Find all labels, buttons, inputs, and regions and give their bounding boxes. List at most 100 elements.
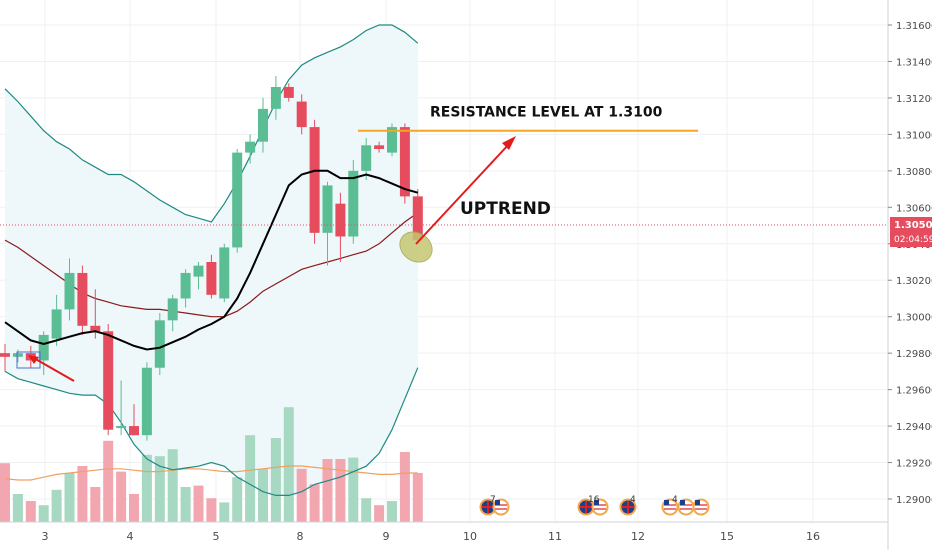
uptrend-label: UPTREND (460, 199, 551, 219)
time-tick-label: 12 (631, 530, 645, 543)
price-tick-label: 1.31000 (896, 130, 932, 141)
bollinger-lower-line (4, 367, 419, 496)
candle-body[interactable] (322, 185, 333, 233)
volume-bar[interactable] (270, 438, 281, 522)
candle-body[interactable] (374, 145, 385, 149)
candle-body[interactable] (270, 86, 281, 109)
time-tick-label: 8 (297, 530, 304, 543)
candle-body[interactable] (154, 320, 165, 368)
volume-bar[interactable] (387, 501, 397, 522)
candle-body[interactable] (103, 331, 114, 430)
candle-body[interactable] (361, 145, 372, 171)
candle-body[interactable] (399, 127, 410, 197)
volume-bar[interactable] (361, 498, 372, 522)
volume-bar[interactable] (258, 468, 268, 522)
volume-bar[interactable] (296, 468, 307, 522)
candle-body[interactable] (51, 309, 62, 339)
candle-body[interactable] (335, 203, 346, 237)
time-tick-label: 3 (42, 530, 49, 543)
time-tick-label: 10 (463, 530, 477, 543)
volume-bar[interactable] (38, 505, 49, 522)
candle-body[interactable] (348, 170, 359, 237)
candle-body[interactable] (296, 101, 307, 128)
volume-bar[interactable] (77, 466, 88, 522)
candle-body[interactable] (180, 272, 191, 299)
price-tick-label: 1.31600 (896, 21, 932, 32)
volume-bar[interactable] (245, 435, 256, 522)
volume-bar[interactable] (51, 489, 62, 522)
volume-bar[interactable] (374, 505, 385, 522)
time-axis: 3 4 5 8 9 10 11 12 15 16 (42, 530, 821, 543)
volume-bar[interactable] (12, 494, 23, 522)
candle-body[interactable] (141, 367, 152, 436)
candle-body[interactable] (387, 127, 397, 153)
candle-body[interactable] (64, 272, 75, 310)
event-markers: 7 16 4 4 (479, 495, 710, 516)
candles (0, 76, 423, 441)
countdown-timer: 02:04:59 (894, 235, 932, 245)
us-flag-canton (680, 500, 685, 505)
event-count-label: 4 (630, 495, 636, 505)
event-count-label: 16 (588, 495, 600, 505)
volume-bar[interactable] (129, 494, 139, 522)
uptrend-arrow-head (502, 136, 516, 150)
time-tick-label: 5 (213, 530, 220, 543)
candle-body[interactable] (116, 426, 127, 429)
volume-bar[interactable] (219, 502, 230, 522)
volume-bar[interactable] (0, 463, 10, 522)
volume-bar[interactable] (309, 484, 320, 522)
price-tick-label: 1.30800 (896, 167, 932, 178)
us-flag-canton (594, 500, 599, 505)
us-flag-canton (495, 500, 500, 505)
volume-bar[interactable] (141, 454, 152, 522)
volume-ma-line (4, 465, 418, 481)
candle-body[interactable] (77, 272, 88, 326)
event-count-label: 7 (490, 495, 496, 505)
candle-body[interactable] (38, 334, 49, 361)
volume-bar[interactable] (412, 473, 423, 522)
volume-bar[interactable] (154, 456, 165, 522)
volume-bar[interactable] (90, 487, 101, 522)
price-tick-label: 1.30600 (896, 203, 932, 214)
volume-bar[interactable] (167, 449, 178, 522)
time-tick-label: 4 (127, 530, 134, 543)
price-tick-label: 1.29000 (896, 495, 932, 506)
candle-body[interactable] (0, 353, 10, 357)
volume-bar[interactable] (193, 485, 204, 522)
time-tick-label: 9 (383, 530, 390, 543)
volume-bar[interactable] (206, 498, 217, 522)
price-tick-label: 1.29400 (896, 422, 932, 433)
candle-body[interactable] (245, 141, 256, 153)
candle-body[interactable] (12, 353, 23, 357)
volume-bar[interactable] (283, 407, 294, 522)
volume-bar[interactable] (116, 471, 127, 522)
volume-bar[interactable] (335, 459, 346, 522)
time-tick-label: 11 (548, 530, 562, 543)
candle-body[interactable] (309, 127, 320, 233)
candle-body[interactable] (206, 262, 217, 295)
candle-body[interactable] (219, 247, 230, 299)
volume-bar[interactable] (103, 440, 114, 522)
us-flag-canton (664, 500, 669, 505)
price-tick-label: 1.29200 (896, 459, 932, 470)
event-count-label: 4 (672, 495, 678, 505)
volume-bar[interactable] (322, 459, 333, 522)
price-tick-label: 1.30200 (896, 276, 932, 287)
volume-bar[interactable] (64, 473, 75, 522)
volume-bar[interactable] (25, 501, 36, 522)
candle-body[interactable] (232, 152, 243, 248)
volume-bar[interactable] (348, 457, 359, 522)
candle-body[interactable] (258, 108, 268, 142)
price-tick-label: 1.30000 (896, 313, 932, 324)
volume-bar[interactable] (180, 487, 191, 522)
candle-body[interactable] (167, 298, 178, 321)
volume-bar[interactable] (399, 452, 410, 522)
volume-bar[interactable] (232, 477, 243, 522)
candle-body[interactable] (90, 325, 101, 332)
candle-body[interactable] (193, 265, 204, 277)
candle-body[interactable] (412, 196, 423, 241)
candle-body[interactable] (283, 86, 294, 98)
candle-body[interactable] (129, 426, 139, 436)
